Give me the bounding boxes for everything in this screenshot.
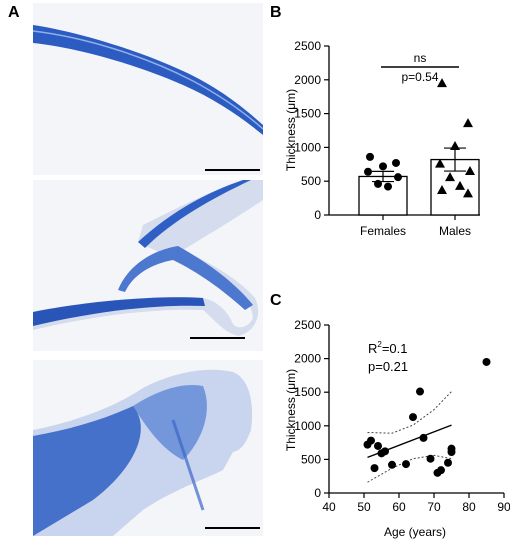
chart-b-y-tick-label: 1000 — [294, 140, 321, 154]
chart-c-y-tick-label: 1000 — [294, 419, 321, 433]
chart-c-y-tick-label: 500 — [301, 452, 321, 466]
chart-b-female-point — [374, 179, 382, 188]
chart-c-r2-base: R — [368, 341, 377, 356]
chart-c-fit-line — [367, 424, 452, 459]
chart-b-x-tick-label: Females — [360, 224, 406, 238]
chart-c-point — [388, 460, 396, 469]
chart-b-male-point — [465, 166, 475, 176]
chart-c-point — [426, 454, 435, 463]
chart-b-male-point — [445, 172, 455, 182]
chart-c-x-tick-label: 60 — [392, 500, 406, 514]
chart-b-y-tick-label: 1500 — [294, 107, 321, 121]
chart-c-r2-rest: =0.1 — [382, 341, 408, 356]
scale-bar-middle — [190, 337, 245, 339]
panel-a-letter: A — [8, 4, 20, 21]
chart-c-point — [367, 436, 375, 445]
chart-b-bar — [358, 175, 408, 216]
chart-b-male-point — [463, 188, 473, 198]
micrograph-bottom — [33, 360, 263, 536]
chart-c-point — [437, 466, 445, 475]
chart-b-annotation-ns: ns — [414, 51, 427, 65]
panel-c-letter: C — [270, 292, 282, 309]
chart-b-female-point — [392, 158, 400, 167]
panel-b-letter: B — [270, 4, 282, 21]
chart-b-male-point — [437, 78, 447, 88]
chart-c-r2-label: R2=0.1 — [368, 340, 408, 356]
chart-c-ci-lower — [367, 454, 452, 483]
chart-b-male-point — [450, 141, 460, 151]
chart-c-point — [381, 447, 389, 456]
chart-c-point — [444, 458, 452, 467]
chart-c-x-tick-label: 70 — [427, 500, 441, 514]
chart-b-bar — [430, 158, 480, 216]
chart-c-point — [402, 460, 410, 469]
chart-c-xlabel: Age (years) — [384, 525, 446, 539]
micrograph-middle-tissue — [33, 180, 263, 336]
chart-b-y-tick-label: 0 — [314, 208, 321, 222]
chart-c-x-tick-label: 40 — [322, 500, 336, 514]
chart-c-y-tick-label: 2500 — [294, 318, 321, 332]
chart-c-x-tick-label: 90 — [497, 500, 510, 514]
chart-b-female-point — [394, 173, 402, 182]
chart-b-y-tick-label: 2000 — [294, 73, 321, 87]
chart-b-annotation-p: p=0.54 — [401, 70, 438, 84]
chart-c-point — [377, 449, 386, 458]
chart-c-point — [447, 444, 456, 453]
chart-b-male-point — [435, 158, 445, 168]
chart-c-ci-upper — [367, 391, 452, 434]
micrograph-top — [33, 3, 263, 175]
chart-c-point — [482, 357, 491, 366]
chart-c-point — [447, 448, 456, 457]
chart-b-male-point — [463, 118, 473, 128]
chart-b-male-point — [437, 184, 447, 194]
chart-c-r2-sup: 2 — [377, 340, 382, 349]
scale-bar-top — [205, 169, 260, 171]
chart-c-point — [419, 433, 428, 442]
chart-c-point — [416, 387, 424, 396]
micrograph-bottom-tissue — [33, 369, 253, 536]
chart-b-ylabel: Thickness (μm) — [284, 89, 298, 171]
chart-c-y-tick-label: 0 — [314, 486, 321, 500]
chart-b-female-point — [379, 162, 387, 171]
chart-c-ylabel: Thickness (μm) — [284, 369, 298, 451]
chart-c-x-tick-label: 80 — [462, 500, 476, 514]
scale-bar-bottom — [205, 527, 260, 529]
chart-c-point — [374, 441, 382, 450]
chart-b-female-point — [364, 167, 372, 176]
chart-b-x-tick-label: Males — [439, 224, 471, 238]
chart-c-point — [433, 468, 442, 477]
chart-b-female-point — [366, 152, 374, 161]
chart-c-point — [409, 413, 417, 422]
chart-c-x-tick-label: 50 — [357, 500, 371, 514]
micrograph-top-tissue — [33, 25, 263, 135]
chart-b-y-tick-label: 2500 — [294, 39, 321, 53]
micrograph-middle — [33, 180, 263, 351]
chart-b-male-point — [455, 180, 465, 190]
chart-c-p-label: p=0.21 — [368, 359, 408, 374]
chart-b-y-tick-label: 500 — [301, 174, 321, 188]
chart-c-point — [370, 464, 379, 473]
chart-c-point — [363, 440, 372, 449]
chart-c-y-tick-label: 2000 — [294, 352, 321, 366]
chart-b-female-point — [384, 182, 392, 191]
chart-c-y-tick-label: 1500 — [294, 385, 321, 399]
